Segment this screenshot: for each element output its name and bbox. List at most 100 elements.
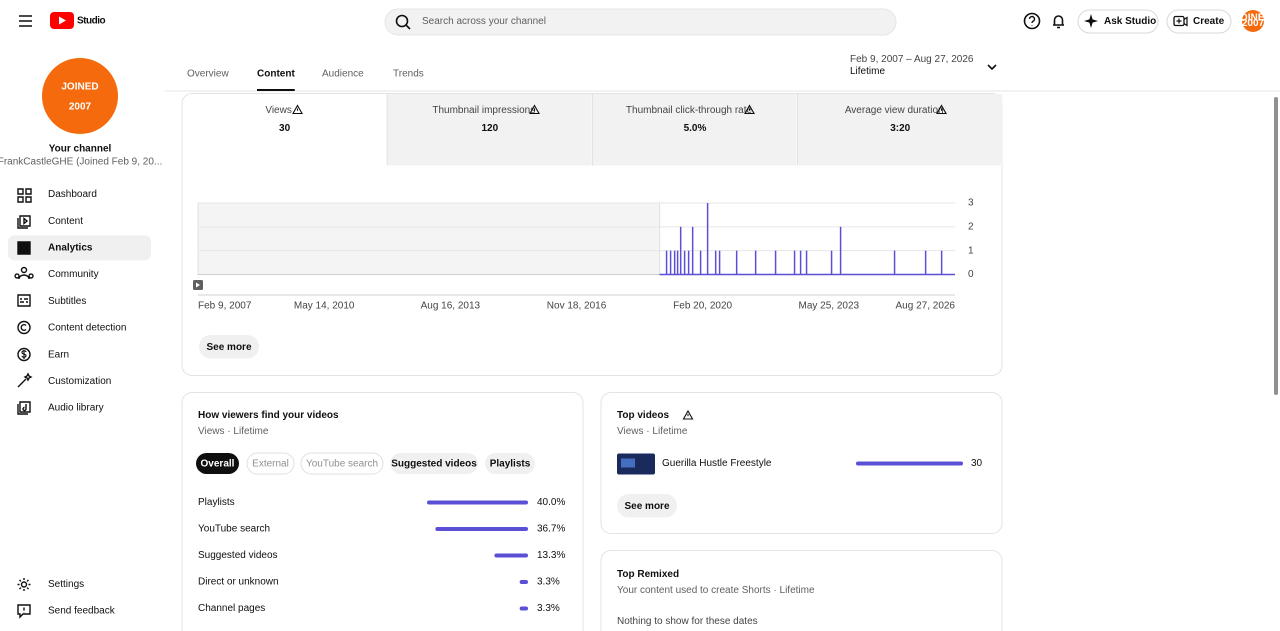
traffic-card [181,392,584,631]
create-icon-detail [1176,16,1188,27]
filter-chip-label: Playlists [490,459,531,470]
source-value: 40.0% [537,497,565,508]
warning-icons [292,104,947,115]
analytics-icon [17,241,31,255]
y-tick-label: 0 [968,269,974,280]
create-button[interactable] [1166,9,1232,34]
warning-icon[interactable] [529,104,540,115]
see-more-button[interactable] [199,335,259,359]
metric-label: Average view duration [845,105,944,116]
filter-chip[interactable] [246,452,295,475]
nav-item[interactable]: Earn [48,349,69,360]
nav-icons [14,188,34,619]
customization-icon [17,372,33,388]
x-tick-label: May 14, 2010 [294,301,355,312]
date-chevron[interactable] [987,64,997,71]
filter-chip[interactable] [485,453,535,474]
subtitles-icon [17,294,31,307]
source-value: 3.3% [537,577,560,588]
metric-value: 3:20 [890,123,910,134]
x-tick-label: May 25, 2023 [799,301,860,312]
card-title: Top Remixed [617,569,679,580]
filter-chip[interactable] [300,452,384,475]
nav-item[interactable]: Audio library [48,403,104,414]
settings-teeth [17,578,31,591]
dashboard-icon [17,188,32,203]
channel-avatar-text: 2007 [69,102,92,113]
warning-icon[interactable] [292,104,303,115]
channel-avatar[interactable] [42,58,118,134]
bell-icon[interactable] [1053,15,1064,29]
source-bar [519,580,528,584]
x-tick-label: Feb 9, 2007 [198,301,252,312]
content-detection-icon [17,320,31,335]
create-icon [1173,15,1185,27]
source-value: 3.3% [537,603,560,614]
video-views: 30 [971,458,983,469]
source-value: 36.7% [537,524,565,535]
nav-item[interactable]: Analytics [48,243,93,254]
nav-item[interactable]: Send feedback [48,606,116,617]
nav-item[interactable]: Settings [48,579,84,590]
menu-icon[interactable] [19,15,32,27]
metric-label: Thumbnail impressions [432,105,535,116]
create-label: Create [1193,16,1225,27]
card-title: Top videos [617,410,669,421]
card-subtitle: Views · Lifetime [198,426,269,437]
nav-item[interactable]: Content detection [48,323,126,334]
nav-item[interactable]: Dashboard [48,189,97,200]
warning-icon[interactable] [744,104,755,115]
help-icon[interactable] [1023,12,1041,30]
warning-icon[interactable] [936,104,947,115]
nav-active-bg [8,235,151,261]
x-tick-label: Feb 20, 2020 [673,301,732,312]
community-icon-detail [14,273,34,280]
channel-avatar-text: JOINED [61,82,98,93]
nav-item[interactable]: Content [48,216,83,227]
metric-tab-bg[interactable] [387,94,592,166]
metric-tab-bg[interactable] [797,94,1003,166]
y-tick-label: 1 [968,245,974,256]
warning-icon[interactable] [682,409,694,420]
tab[interactable]: Trends [393,69,424,80]
source-name: Direct or unknown [198,577,279,588]
ask-label: Ask Studio [1104,16,1156,27]
filter-chip-label: Overall [201,459,235,470]
ask-button[interactable] [1077,9,1159,34]
search-box[interactable] [384,8,897,36]
nav-item[interactable]: Subtitles [48,296,86,307]
see-more-button[interactable] [617,494,677,518]
video-title[interactable]: Guerilla Hustle Freestyle [662,458,772,469]
account-avatar-text: 2007 [1242,18,1265,29]
filter-chip[interactable] [390,453,478,474]
card-subtitle: Views · Lifetime [617,426,688,437]
tab[interactable]: Overview [187,69,229,80]
header-icons [19,8,1280,92]
content-icon [17,215,31,229]
nav-item[interactable]: Community [48,269,99,280]
tab[interactable]: Audience [322,69,364,80]
account-avatar[interactable] [1242,10,1264,32]
no-data-region [197,202,661,275]
metric-label: Views [265,105,292,116]
channel-label: Your channel [49,144,112,155]
sparkle-icon [1084,14,1098,28]
settings-icon [20,581,28,588]
source-name: YouTube search [198,524,270,535]
source-bar [435,527,528,531]
metric-value: 5.0% [684,123,707,134]
date-range: Feb 9, 2007 – Aug 27, 2026 [850,54,974,65]
search-placeholder: Search across your channel [422,16,546,27]
metric-tab-bg[interactable] [592,94,797,166]
source-name: Suggested videos [198,550,278,561]
nav-item[interactable]: Customization [48,376,111,387]
filter-chip-label: Suggested videos [391,459,477,470]
channel-name: FrankCastleGHE (Joined Feb 9, 20... [0,157,162,168]
filter-chip[interactable] [196,453,239,474]
community-icon [20,266,28,274]
filter-chip-label: External [252,459,289,470]
y-tick-label: 3 [968,198,974,209]
scrollbar[interactable] [1274,97,1278,395]
tab[interactable]: Content [257,69,295,80]
